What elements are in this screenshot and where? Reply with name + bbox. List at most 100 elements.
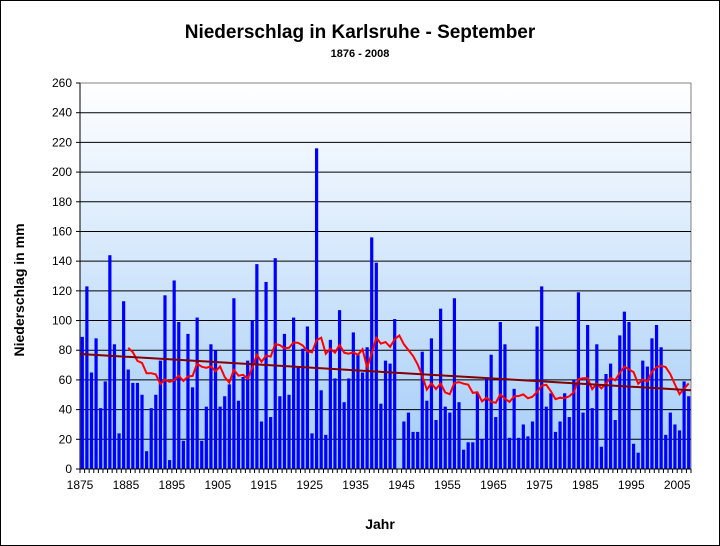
trend-line [79, 352, 692, 392]
y-tick-label: 120 [52, 284, 72, 298]
bar [89, 372, 94, 469]
x-tick-label: 2005 [664, 478, 691, 492]
bar [117, 433, 121, 469]
y-tick-label: 20 [59, 432, 73, 446]
bar [526, 436, 530, 469]
x-tick-label: 1895 [159, 478, 186, 492]
bar [379, 403, 383, 469]
bar [122, 301, 126, 469]
bar [434, 420, 438, 469]
bar [131, 382, 135, 469]
bar [351, 332, 355, 469]
bar [618, 335, 622, 469]
bar [544, 406, 548, 469]
bar [645, 366, 649, 469]
x-tick-label: 1935 [342, 478, 369, 492]
bar [416, 431, 420, 469]
bar [181, 440, 185, 469]
y-tick-label: 40 [59, 403, 73, 417]
bar [365, 347, 369, 469]
x-tick-label: 1975 [526, 478, 553, 492]
y-tick-label: 200 [52, 165, 72, 179]
bar [250, 320, 254, 469]
bar [177, 322, 181, 469]
bar [586, 324, 590, 469]
bar [549, 393, 553, 469]
bar [108, 255, 112, 469]
bar [517, 437, 521, 469]
bar [471, 442, 475, 469]
bar [324, 434, 328, 469]
y-tick-label: 240 [52, 106, 72, 120]
bar [613, 420, 617, 469]
bar [186, 333, 190, 469]
bar [383, 360, 388, 469]
y-tick-label: 140 [52, 254, 72, 268]
bar [374, 262, 378, 469]
bar [282, 333, 287, 469]
bar [99, 408, 103, 469]
bar [654, 324, 659, 469]
bar [356, 354, 360, 469]
x-tick-label: 1985 [572, 478, 599, 492]
bar [411, 431, 415, 469]
bar [292, 317, 296, 469]
bar [314, 148, 319, 470]
bar [599, 446, 604, 469]
y-tick-label: 0 [65, 462, 72, 476]
x-axis-label: Jahr [365, 516, 395, 532]
bar [540, 286, 544, 469]
bar [218, 406, 222, 469]
chart-subtitle: 1876 - 2008 [330, 48, 390, 60]
bar [213, 350, 218, 469]
bar [466, 442, 470, 469]
bar [259, 421, 264, 469]
bar [475, 393, 479, 469]
chart-title: Niederschlag in Karlsruhe - September [184, 22, 536, 43]
x-tick-label: 1915 [250, 478, 277, 492]
bar [163, 295, 167, 469]
bar [595, 344, 599, 469]
bar [296, 366, 300, 469]
bar [631, 443, 636, 469]
bar [480, 439, 484, 469]
bar [319, 390, 323, 469]
bar [278, 396, 282, 469]
bar [301, 348, 305, 469]
bar [227, 384, 231, 469]
bar [333, 378, 337, 469]
bar [429, 338, 434, 469]
bar [310, 433, 314, 469]
bar [126, 369, 130, 469]
bar [668, 412, 672, 469]
bar [167, 460, 172, 469]
bar [627, 322, 631, 469]
bar [232, 298, 236, 469]
bar [223, 396, 227, 469]
bar [664, 434, 668, 469]
bar [388, 363, 392, 469]
bar [264, 281, 268, 469]
bar [190, 387, 195, 469]
bar [659, 347, 663, 469]
bar [682, 381, 686, 469]
bar [448, 412, 452, 469]
bar [204, 406, 208, 469]
bar [489, 354, 493, 469]
bar [393, 319, 397, 469]
bar [581, 412, 585, 469]
bar [158, 360, 162, 469]
bar [636, 452, 640, 469]
bar [622, 311, 626, 469]
bar [246, 360, 250, 469]
y-tick-label: 100 [52, 314, 72, 328]
bar [609, 363, 613, 469]
bar [342, 402, 346, 469]
bar [94, 338, 98, 469]
bar [85, 286, 89, 469]
bar [347, 378, 351, 469]
bar [420, 351, 424, 469]
y-tick-label: 160 [52, 224, 72, 238]
bar [172, 280, 176, 469]
